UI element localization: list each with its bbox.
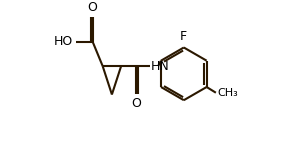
Text: HN: HN (151, 60, 170, 73)
Text: O: O (88, 1, 98, 14)
Text: O: O (131, 97, 141, 110)
Text: CH₃: CH₃ (217, 89, 238, 98)
Text: F: F (180, 30, 187, 43)
Text: HO: HO (54, 35, 73, 48)
